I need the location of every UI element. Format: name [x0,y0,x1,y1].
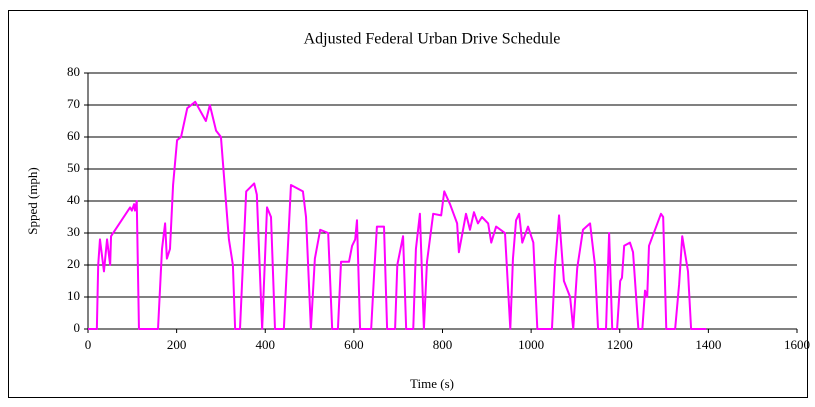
x-tick-label: 200 [167,337,187,352]
y-tick-label: 30 [67,224,80,239]
y-tick-label: 20 [67,256,80,271]
y-tick-label: 50 [67,160,80,175]
y-tick-label: 60 [67,128,80,143]
x-tick-label: 0 [85,337,92,352]
y-tick-label: 70 [67,96,80,111]
y-tick-label: 0 [74,320,81,335]
y-tick-label: 40 [67,192,80,207]
x-tick-label: 600 [344,337,364,352]
x-tick-label: 1200 [607,337,633,352]
x-tick-label: 1600 [784,337,810,352]
chart-title: Adjusted Federal Urban Drive Schedule [304,31,561,48]
chart-border [8,10,808,398]
x-tick-label: 1400 [695,337,721,352]
y-tick-label: 10 [67,288,80,303]
x-tick-label: 400 [256,337,276,352]
y-tick-label: 80 [67,64,80,79]
data-line [88,100,707,330]
x-tick-label: 800 [433,337,453,352]
x-axis-label: Time (s) [410,376,454,391]
y-axis-label: Spped (mph) [25,167,40,235]
x-tick-label: 1000 [518,337,544,352]
